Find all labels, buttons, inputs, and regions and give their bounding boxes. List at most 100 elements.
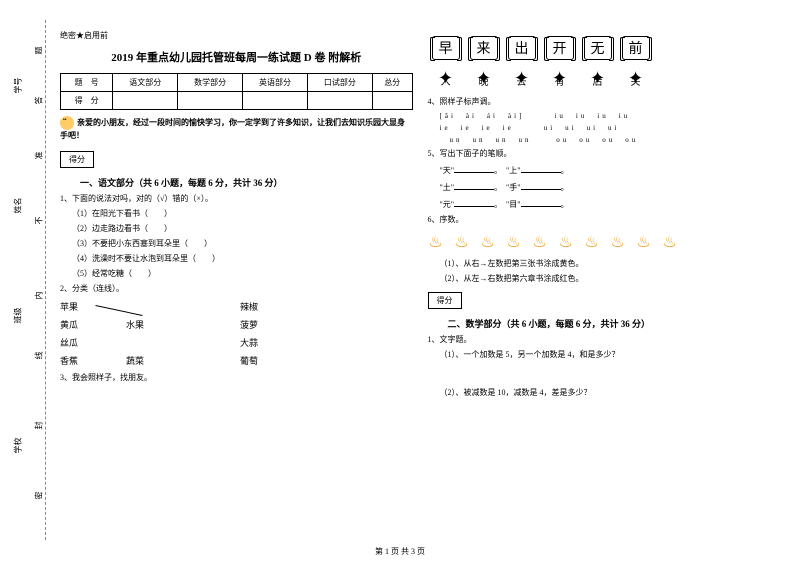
left-item: 丝瓜 [60, 336, 110, 349]
candlestick-icon: ♨ [429, 232, 453, 252]
q1-2: （2）边走路边看书（ ） [72, 223, 413, 235]
char-row-1: 早 来 出 开 无 前 [428, 36, 781, 60]
section1-title: 一、语文部分（共 6 小题，每题 6 分，共计 36 分） [80, 176, 413, 189]
q6-2: （2）、从左→右数把第六章书涂成红色。 [440, 273, 781, 285]
q1: 1、下面的说法对吗，对的（√）错的（×）。 [60, 193, 413, 205]
blank[interactable] [521, 163, 561, 173]
margin-mark: 准 [34, 152, 45, 160]
char-banner: 早 [432, 36, 460, 60]
blank[interactable] [454, 180, 494, 190]
blank[interactable] [454, 163, 494, 173]
intro-text: 亲爱的小朋友，经过一段时间的愉快学习，你一定学到了许多知识，让我们去知识乐园大显… [60, 116, 413, 141]
th-chinese: 语文部分 [113, 74, 178, 92]
margin-mark: 密 [34, 492, 45, 500]
candlestick-icon: ♨ [481, 232, 505, 252]
q2: 2、分类（连线）。 [60, 283, 413, 295]
candlestick-icon: ♨ [585, 232, 609, 252]
char-banner: 前 [622, 36, 650, 60]
left-binding-margin: 学号 姓名 班级 学校 题 答 准 不 内 线 封 密 [0, 0, 50, 565]
s2-q1: 1、文字题。 [428, 334, 781, 346]
pinyin-line: un un un un ou ou ou ou [440, 135, 781, 145]
margin-mark: 内 [34, 292, 45, 300]
pinyin-line: ie ie ie ie ui ui ui ui [440, 123, 781, 133]
th-oral: 口试部分 [307, 74, 372, 92]
margin-label-class: 班级 [13, 308, 24, 324]
left-item: 黄瓜 [60, 318, 110, 331]
blank[interactable] [521, 197, 561, 207]
candlestick-icon: ♨ [455, 232, 479, 252]
q6-1: （1）、从右→左数把第三张书涂成黄色。 [440, 258, 781, 270]
right-item: 菠萝 [240, 318, 290, 331]
left-column: 绝密★启用前 2019 年重点幼儿园托管班每周一练试题 D 卷 附解析 题 号 … [60, 30, 413, 402]
s2-q1-1: （1）、一个加数是 5，另一个加数是 4，和是多少？ [440, 349, 781, 361]
char-star: ✦后 [584, 66, 612, 90]
decoration-row: ♨♨♨♨♨♨♨♨♨♨ [428, 232, 781, 252]
margin-label-name: 姓名 [13, 198, 24, 214]
s2-q1-2: （2）、被减数是 10，减数是 4，差是多少？ [440, 387, 781, 399]
margin-label-school: 学校 [13, 438, 24, 454]
confidential-header: 绝密★启用前 [60, 30, 413, 41]
char-banner: 出 [508, 36, 536, 60]
q1-1: （1）在阳光下看书（ ） [72, 208, 413, 220]
margin-mark: 题 [34, 47, 45, 55]
q6: 6、序数。 [428, 214, 781, 226]
th-total: 总分 [372, 74, 412, 92]
td-blank[interactable] [372, 92, 412, 110]
candlestick-icon: ♨ [559, 232, 583, 252]
th-num: 题 号 [61, 74, 113, 92]
blank[interactable] [454, 197, 494, 207]
blank[interactable] [521, 180, 561, 190]
score-box: 得分 [60, 151, 94, 168]
q3: 3、我会照样子，找朋友。 [60, 372, 413, 384]
th-english: 英语部分 [243, 74, 308, 92]
connect-diagram: 苹果辣椒 黄瓜水果菠萝 丝瓜大蒜 香蕉蔬菜葡萄 [60, 300, 413, 367]
th-math: 数学部分 [178, 74, 243, 92]
char-star: ✦有 [546, 66, 574, 90]
page-footer: 第 1 页 共 3 页 [0, 546, 800, 557]
smile-icon [60, 116, 74, 130]
margin-mark: 答 [34, 97, 45, 105]
td-blank[interactable] [178, 92, 243, 110]
td-blank[interactable] [113, 92, 178, 110]
q5: 5、写出下面子的笔顺。 [428, 148, 781, 160]
td-blank[interactable] [307, 92, 372, 110]
q1-4: （4）洗澡时不要让水泡到耳朵里（ ） [72, 253, 413, 265]
q5-row: "天"。 "上"。 [440, 163, 781, 177]
char-row-2: ✦入 ✦晚 ✦去 ✦有 ✦后 ✦关 [428, 66, 781, 90]
q1-5: （5）经常吃糖（ ） [72, 268, 413, 280]
candlestick-icon: ♨ [611, 232, 635, 252]
char-star: ✦关 [622, 66, 650, 90]
td-blank[interactable] [243, 92, 308, 110]
right-column: 早 来 出 开 无 前 ✦入 ✦晚 ✦去 ✦有 ✦后 ✦关 4、照样子标声调。 … [428, 30, 781, 402]
pinyin-line: [ǎi ài ái ài] iu iu iu iu [440, 111, 781, 121]
score-table: 题 号 语文部分 数学部分 英语部分 口试部分 总分 得 分 [60, 73, 413, 110]
left-item: 香蕉 [60, 354, 110, 367]
mid-item: 蔬菜 [110, 354, 160, 367]
score-box: 得分 [428, 292, 462, 309]
char-star: ✦入 [432, 66, 460, 90]
candlestick-icon: ♨ [533, 232, 557, 252]
margin-mark: 封 [34, 422, 45, 430]
margin-mark: 线 [34, 352, 45, 360]
char-banner: 来 [470, 36, 498, 60]
section2-title: 二、数学部分（共 6 小题，每题 6 分，共计 36 分） [448, 317, 781, 330]
char-star: ✦晚 [470, 66, 498, 90]
q4: 4、照样子标声调。 [428, 96, 781, 108]
q5-row: "元"。 "目"。 [440, 197, 781, 211]
mid-item: 水果 [110, 318, 160, 331]
right-item: 辣椒 [240, 300, 290, 313]
candlestick-icon: ♨ [663, 232, 687, 252]
right-item: 大蒜 [240, 336, 290, 349]
fold-line [45, 20, 46, 540]
candlestick-icon: ♨ [507, 232, 531, 252]
candlestick-icon: ♨ [637, 232, 661, 252]
char-banner: 无 [584, 36, 612, 60]
td-score: 得 分 [61, 92, 113, 110]
char-star: ✦去 [508, 66, 536, 90]
margin-mark: 不 [34, 217, 45, 225]
right-item: 葡萄 [240, 354, 290, 367]
q1-3: （3）不要把小东西塞到耳朵里（ ） [72, 238, 413, 250]
paper-title: 2019 年重点幼儿园托管班每周一练试题 D 卷 附解析 [60, 49, 413, 65]
q5-row: "土"。 "手"。 [440, 180, 781, 194]
margin-label-id: 学号 [13, 78, 24, 94]
